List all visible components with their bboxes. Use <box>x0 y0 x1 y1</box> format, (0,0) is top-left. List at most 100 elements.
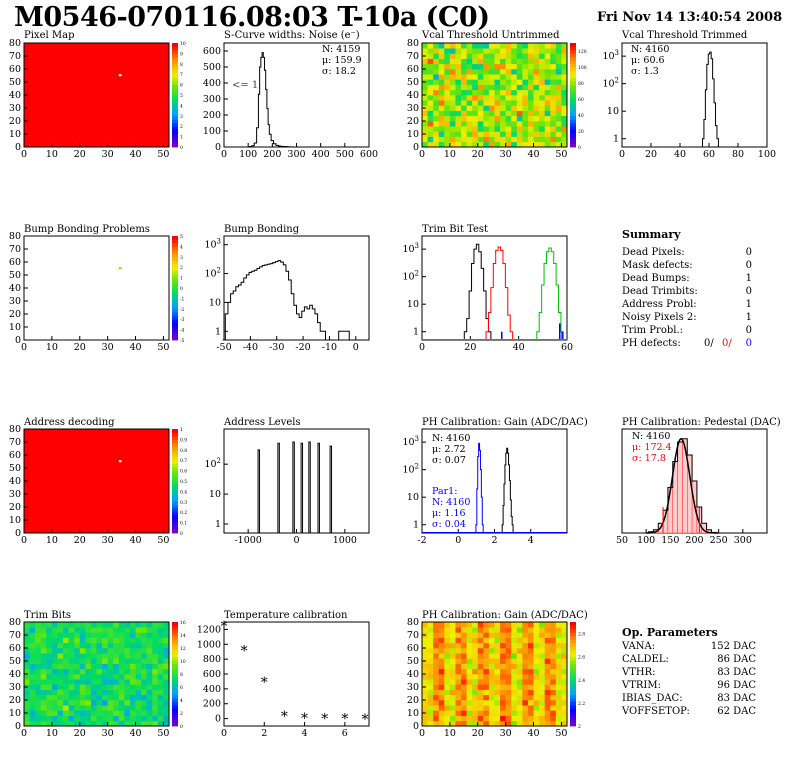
trim_bits-cell <box>63 668 69 675</box>
vcal_untrimmed-cell <box>522 69 529 75</box>
ph_gain_map-cell <box>483 642 490 649</box>
trim_bits-cell <box>163 684 170 690</box>
vcal_untrimmed-cell <box>427 141 434 148</box>
ph_gain_map-cell <box>522 663 529 670</box>
ph_gain_map-cell <box>488 715 495 722</box>
address_decoding-ytick-label: 10 <box>9 515 21 526</box>
trim_bits-cell <box>24 637 30 644</box>
vcal-trimmed-xtick-label: 40 <box>674 149 686 160</box>
temperature-frame <box>223 621 370 727</box>
trim_bits-cell <box>57 715 64 722</box>
ph_gain_map-cell <box>500 715 506 722</box>
ph_gain_map-cell <box>422 653 428 659</box>
trim_bits-cell <box>157 679 164 685</box>
trim_bits-cell <box>79 689 86 696</box>
ph_gain_map-cell <box>427 637 434 644</box>
ph_gain_map-cell <box>472 700 479 706</box>
vcal_untrimmed-cell <box>427 48 434 54</box>
vcal_untrimmed-cell <box>533 105 540 111</box>
vcal_untrimmed-cell <box>544 115 551 122</box>
address-levels-peak <box>277 442 280 533</box>
vcal_untrimmed-cell <box>500 48 506 54</box>
vcal_untrimmed-cell <box>516 74 523 80</box>
address_decoding-colorbar-step <box>172 477 178 482</box>
ph_gain_map-cell <box>516 632 523 638</box>
trim_bits-cell <box>96 637 103 644</box>
trim_bits-cell <box>124 700 131 706</box>
trim_bits-cell <box>96 663 103 670</box>
address_decoding-hot-pixel <box>118 460 122 463</box>
ph-gain-ytick-label: 102 <box>402 463 419 476</box>
vcal_untrimmed-cell <box>427 115 434 122</box>
ph-defects-blue: 0 <box>745 338 752 349</box>
op-param-label: VOFFSETOP: <box>622 706 690 717</box>
vcal_untrimmed-xtick-label: 0 <box>419 149 425 160</box>
ph_gain_map-colorbar-step <box>570 680 576 685</box>
ph_gain_map-cell <box>438 715 445 722</box>
trim_bits-cell <box>35 705 42 711</box>
vcal_untrimmed-cell <box>522 115 529 122</box>
pixel_map-colorbar-step <box>172 98 178 103</box>
ph_gain_map-cell <box>539 627 545 633</box>
trim_bits-cell <box>51 642 58 649</box>
vcal_untrimmed-cell <box>494 89 501 96</box>
bump-bonding-xtick-label: 0 <box>353 342 359 353</box>
ph_gain_map-ytick-label: 80 <box>407 617 419 628</box>
vcal_untrimmed-cell <box>444 141 451 148</box>
trim_bits-cell <box>113 658 120 664</box>
trim_bits-cell <box>79 720 86 727</box>
trim_bits-cell <box>46 705 53 711</box>
op-param-label: IBIAS_DAC: <box>622 693 683 704</box>
address-levels-ytick-label: 102 <box>204 457 221 470</box>
ph_gain_map-cell <box>494 710 501 716</box>
vcal_untrimmed-cell <box>550 89 557 96</box>
trim_bits-cell <box>57 637 64 644</box>
bump_problems-colorbar-step <box>172 281 178 285</box>
ph_gain_map-cell <box>516 622 523 628</box>
trim_bits-cell <box>63 674 69 680</box>
ph_gain_map-cell <box>461 642 467 649</box>
trim_bits-cell <box>51 694 58 701</box>
trim_bits-cell <box>107 705 114 711</box>
trim_bits-cell <box>57 627 64 633</box>
trim_bits-cell <box>96 642 103 649</box>
trim_bits-cell <box>90 700 97 706</box>
trim_bits-cell <box>124 622 131 628</box>
ph_gain_map-cell <box>522 648 529 654</box>
trim_bits-cell <box>129 705 136 711</box>
trim_bits-cell <box>57 720 64 727</box>
vcal_untrimmed-cell <box>455 48 462 54</box>
vcal_untrimmed-cell <box>422 110 428 117</box>
ph_gain_map-colorbar-step <box>570 677 576 682</box>
trim_bits-cell <box>107 622 114 628</box>
ph_gain_map-cell <box>550 622 557 628</box>
temperature-xtick-label: 4 <box>302 728 308 739</box>
vcal_untrimmed-cell <box>561 63 568 70</box>
vcal_untrimmed-cell <box>511 79 518 85</box>
ph_gain_map-cell <box>516 653 523 659</box>
trim_bits-cell <box>46 689 53 696</box>
ph_gain_map-colorbar-step <box>570 722 576 727</box>
trim_bits-cell <box>118 700 125 706</box>
pixel_map-colorbar-step <box>172 129 178 134</box>
trim_bits-cell <box>141 622 147 628</box>
trim_bits-cell <box>24 663 30 670</box>
trim_bits-cell <box>157 642 164 649</box>
vcal_untrimmed-cell <box>449 95 456 101</box>
ph_gain_map-cell <box>539 694 545 701</box>
vcal_untrimmed-cell <box>522 100 529 106</box>
vcal_untrimmed-cell <box>494 95 501 101</box>
trim_bits-cell <box>118 668 125 675</box>
vcal_untrimmed-cell <box>483 79 490 85</box>
vcal_untrimmed-cell <box>516 69 523 75</box>
trim_bits-cell <box>141 663 147 670</box>
pixel_map-colorbar-step <box>172 112 178 117</box>
ph_gain_map-cell <box>461 627 467 633</box>
address_decoding-colorbar-step <box>172 446 178 451</box>
trim_bits-cell <box>96 668 103 675</box>
ph_gain_map-cell <box>505 622 512 628</box>
trim_bits-cell <box>113 674 120 680</box>
bump_problems-colorbar-step <box>172 305 178 310</box>
ph-gain-statbox: N: 4160 μ: 2.72 σ: 0.07 <box>432 433 470 466</box>
ph_gain_map-colorbar-step <box>570 694 576 699</box>
